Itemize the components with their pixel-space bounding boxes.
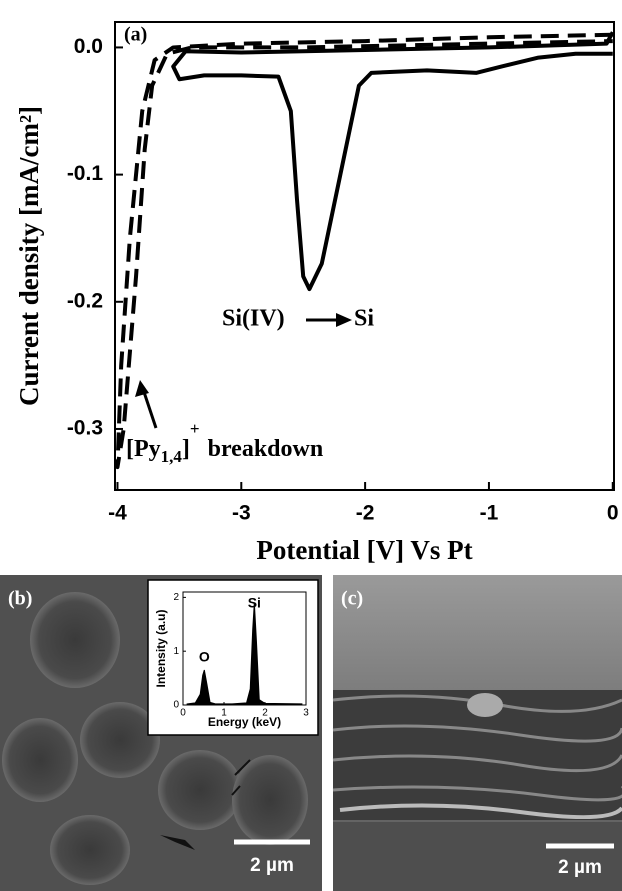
scale-bar-label: 2 µm — [558, 857, 602, 878]
panel-label: (c) — [341, 588, 363, 610]
annotation-part: 1,4 — [161, 447, 183, 466]
spectrum-area — [186, 602, 303, 706]
x-tick-label: 3 — [303, 708, 309, 719]
panel-c-overlay: (c) 2 µm — [341, 588, 614, 878]
y-tick-label: -0.2 — [67, 289, 103, 312]
y-tick-label: -0.1 — [67, 162, 104, 185]
y-tick-label: -0.3 — [67, 417, 103, 440]
y-tick-label: 0.0 — [74, 35, 103, 58]
annotation-part: ] — [182, 436, 190, 462]
y-tick-label: 2 — [173, 592, 179, 603]
y-axis-label: Current density [mA/cm²] — [14, 106, 44, 406]
data-line — [171, 31, 615, 292]
annotation-arrowhead — [135, 380, 149, 397]
peak-label: Si — [248, 595, 261, 611]
annotation: Si — [354, 306, 374, 332]
x-tick-label: -2 — [356, 502, 375, 525]
panel-label: (b) — [8, 588, 32, 610]
y-tick-label: 0 — [173, 700, 179, 711]
peak-label: O — [199, 649, 210, 665]
x-tick-label: 1 — [221, 708, 227, 719]
x-tick-label: 2 — [262, 708, 268, 719]
x-axis-label: Potential [V] Vs Pt — [256, 535, 472, 565]
y-axis-label: Intensity (a.u) — [154, 609, 168, 687]
panel-label: (a) — [124, 24, 147, 46]
annotation-part: breakdown — [208, 436, 324, 462]
scale-bar-label: 2 µm — [250, 855, 294, 876]
annotation-part: [Py — [126, 436, 161, 462]
annotation-arrow — [142, 391, 158, 429]
y-tick-label: 1 — [173, 646, 179, 657]
annotation: Si(IV) — [222, 306, 285, 332]
x-tick-label: -4 — [108, 502, 127, 525]
data-line — [115, 32, 613, 470]
annotation-arrowhead — [336, 313, 352, 327]
panel-b-overlay: (b) 2 µm — [8, 588, 310, 876]
x-tick-label: 0 — [607, 502, 619, 525]
x-axis-label: Energy (keV) — [208, 715, 281, 729]
annotation: [Py1,4]+ breakdown — [126, 419, 323, 466]
annotation-part: + — [190, 419, 200, 438]
sem-image-b — [0, 575, 322, 891]
x-tick-label: -3 — [232, 502, 251, 525]
x-tick-label: -1 — [480, 502, 499, 525]
sem-image-c — [332, 575, 622, 891]
x-tick-label: 0 — [180, 708, 186, 719]
